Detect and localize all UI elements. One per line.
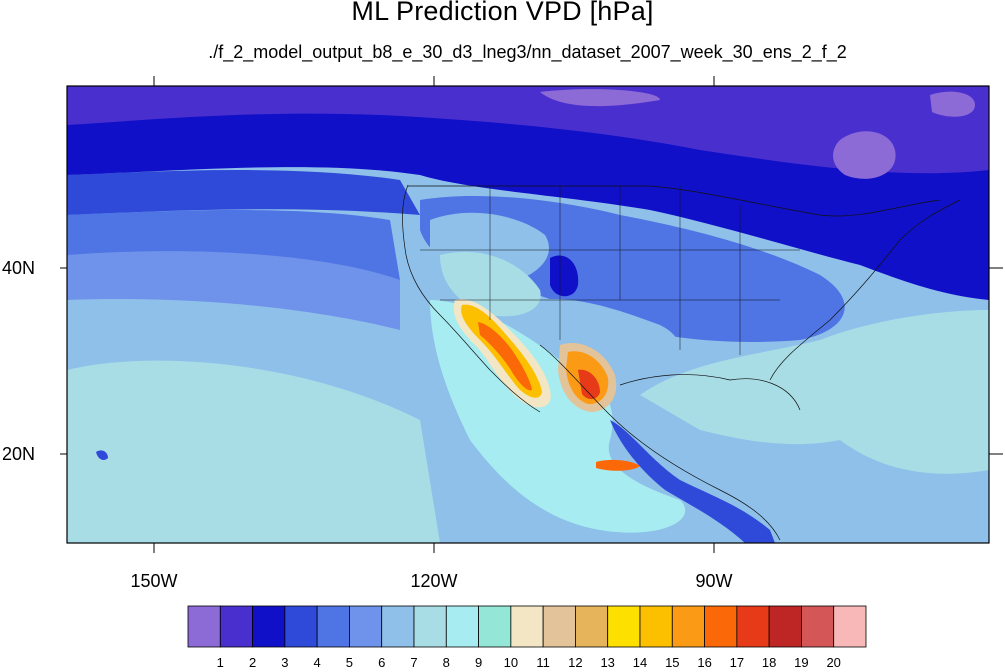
lon-label-90w: 90W xyxy=(695,571,733,591)
colorbar-label: 3 xyxy=(281,655,289,670)
field-level-5-band xyxy=(67,210,400,280)
field-hawaii xyxy=(96,450,108,460)
colorbar-box-4 xyxy=(284,605,318,648)
colorbar-box-16 xyxy=(671,605,705,648)
map-subtitle: ./f_2_model_output_b8_e_30_d3_lneg3/nn_d… xyxy=(208,42,847,62)
colorbar-box-6 xyxy=(349,605,383,648)
field-level-1-patch-north xyxy=(540,89,660,107)
field-level-8-atlantic xyxy=(640,310,989,474)
colorbar-label: 19 xyxy=(794,655,809,670)
colorbar-label: 11 xyxy=(536,655,550,670)
colorbar-label: 4 xyxy=(313,655,321,670)
colorbar-label: 1 xyxy=(216,655,224,670)
field-level-4-band xyxy=(67,170,420,215)
colorbar-box-8 xyxy=(413,605,447,648)
state-borders xyxy=(420,186,800,355)
field-level-17-south xyxy=(596,459,640,471)
colorbar-label: 18 xyxy=(761,655,777,670)
field-level-7-band xyxy=(67,299,420,380)
colorbar-box-19 xyxy=(768,605,802,648)
colorbar-label: 16 xyxy=(697,655,712,670)
colorbar-box-21 xyxy=(833,605,867,648)
colorbar-label: 10 xyxy=(503,655,519,670)
colorbar-box-3 xyxy=(252,605,286,648)
colorbar-box-11 xyxy=(510,605,544,648)
colorbar-box-12 xyxy=(542,605,576,648)
colorbar-box-10 xyxy=(478,605,512,648)
lat-label-20n: 20N xyxy=(2,444,36,464)
colorbar-box-18 xyxy=(736,605,770,648)
colorbar-label: 6 xyxy=(378,655,386,670)
lon-label-120w: 120W xyxy=(410,571,458,591)
field-level-1-patch-east xyxy=(833,131,896,179)
colorbar-box-14 xyxy=(607,605,641,648)
field-level-17-sw xyxy=(478,322,532,391)
colorbar-label: 5 xyxy=(345,655,353,670)
colorbar-label: 15 xyxy=(665,655,680,670)
colorbar-box-20 xyxy=(801,605,835,648)
field-level-2-north xyxy=(67,86,989,174)
colorbar-label: 20 xyxy=(826,655,841,670)
plot-frame xyxy=(66,85,990,544)
colorbar-label: 8 xyxy=(442,655,450,670)
colorbar-label: 7 xyxy=(410,655,418,670)
colorbar-label: 2 xyxy=(248,655,257,670)
field-level-1-patch-ne xyxy=(930,91,975,117)
field-level-3-rockies xyxy=(550,255,579,297)
colorbar-box-17 xyxy=(704,605,738,648)
lon-label-150w: 150W xyxy=(130,571,178,591)
colorbar-box-13 xyxy=(575,605,609,648)
field-level-7-plains xyxy=(540,299,679,365)
field-level-4-central-america xyxy=(610,420,775,543)
colorbar-label: 12 xyxy=(568,655,583,670)
colorbar-box-1 xyxy=(187,605,221,648)
field-level-8-tropics xyxy=(92,384,380,481)
axis-ticks xyxy=(60,76,1003,553)
lat-label-40n: 40N xyxy=(2,258,36,278)
coastlines xyxy=(402,184,961,541)
colorbar-label: 9 xyxy=(474,655,483,670)
vpd-field xyxy=(67,86,989,543)
colorbar-box-15 xyxy=(639,605,673,648)
field-level-18-mex xyxy=(578,369,600,400)
colorbar-label: 13 xyxy=(600,655,615,670)
colorbar xyxy=(187,605,867,648)
colorbar-label: 17 xyxy=(729,655,745,670)
colorbar-box-2 xyxy=(219,605,253,648)
colorbar-box-7 xyxy=(381,605,415,648)
colorbar-box-9 xyxy=(445,605,479,648)
map-title: ML Prediction VPD [hPa] xyxy=(351,0,654,26)
colorbar-label: 14 xyxy=(632,655,648,670)
colorbar-box-5 xyxy=(316,605,350,648)
